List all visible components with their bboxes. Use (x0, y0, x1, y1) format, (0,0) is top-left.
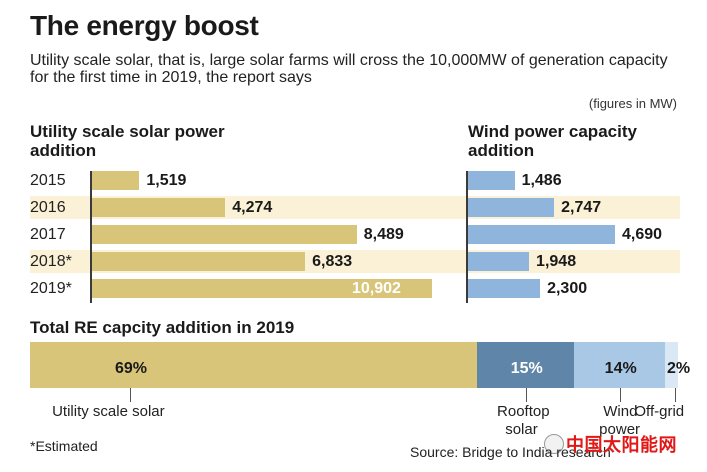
wind-section-title: Wind power capacity addition (468, 122, 637, 160)
wind-bar (468, 279, 541, 298)
year-label: 2017 (30, 226, 66, 243)
wind-value-label: 1,486 (521, 172, 562, 189)
category-tick (130, 388, 131, 402)
chart-subtitle: Utility scale solar, that is, large sola… (30, 52, 668, 86)
solar-value-label: 6,833 (312, 253, 353, 270)
category-label: Utility scale solar (52, 403, 165, 420)
watermark: 中国太阳能网 (566, 435, 677, 455)
share-label: 14% (604, 360, 637, 377)
category-label: solar (505, 421, 538, 438)
wind-value-label: 1,948 (536, 253, 577, 270)
segment-wind-power (574, 342, 666, 388)
segment-rooftop-solar (477, 342, 575, 388)
solar-bar (92, 171, 140, 190)
solar-bar (92, 279, 432, 298)
solar-value-label: 4,274 (232, 199, 273, 216)
share-label: 69% (115, 360, 148, 377)
category-label: Rooftop (497, 403, 550, 420)
solar-bar (92, 198, 226, 217)
wind-value-label: 2,747 (561, 199, 602, 216)
wind-bar (468, 252, 530, 271)
segment-utility-scale-solar (30, 342, 478, 388)
solar-axis-line (90, 171, 92, 303)
category-label: power (599, 421, 641, 438)
category-label: Off-grid (634, 403, 685, 420)
category-label: Wind (603, 403, 638, 420)
category-tick (619, 388, 621, 402)
wind-bar (468, 198, 555, 217)
wechat-logo-icon (544, 434, 564, 454)
category-tick (674, 388, 676, 402)
wind-bar (468, 225, 615, 244)
total-section-title: Total RE capcity addition in 2019 (30, 318, 295, 337)
units-note: (figures in MW) (588, 96, 677, 111)
wind-bar (468, 171, 515, 190)
solar-section-title: Utility scale solar power addition (30, 122, 225, 160)
wind-value-label: 4,690 (622, 226, 663, 243)
share-label: 15% (510, 360, 543, 377)
chart-title: The energy boost (30, 10, 259, 41)
year-label: 2015 (30, 172, 66, 189)
wind-value-label: 2,300 (547, 280, 588, 297)
share-label: 2% (667, 360, 691, 377)
solar-value-label: 8,489 (363, 226, 404, 243)
year-label: 2016 (30, 199, 66, 216)
solar-value-label: 1,519 (146, 172, 187, 189)
source-note: Source: Bridge to India research (410, 444, 611, 460)
footnote: *Estimated (30, 438, 98, 454)
wind-axis-line (466, 171, 468, 303)
year-label: 2019* (30, 280, 72, 297)
solar-value-label: 10,902 (352, 280, 401, 297)
solar-bar (92, 225, 357, 244)
category-tick (525, 388, 527, 402)
year-label: 2018* (30, 253, 72, 270)
solar-bar (92, 252, 306, 271)
segment-off-grid (665, 342, 678, 388)
